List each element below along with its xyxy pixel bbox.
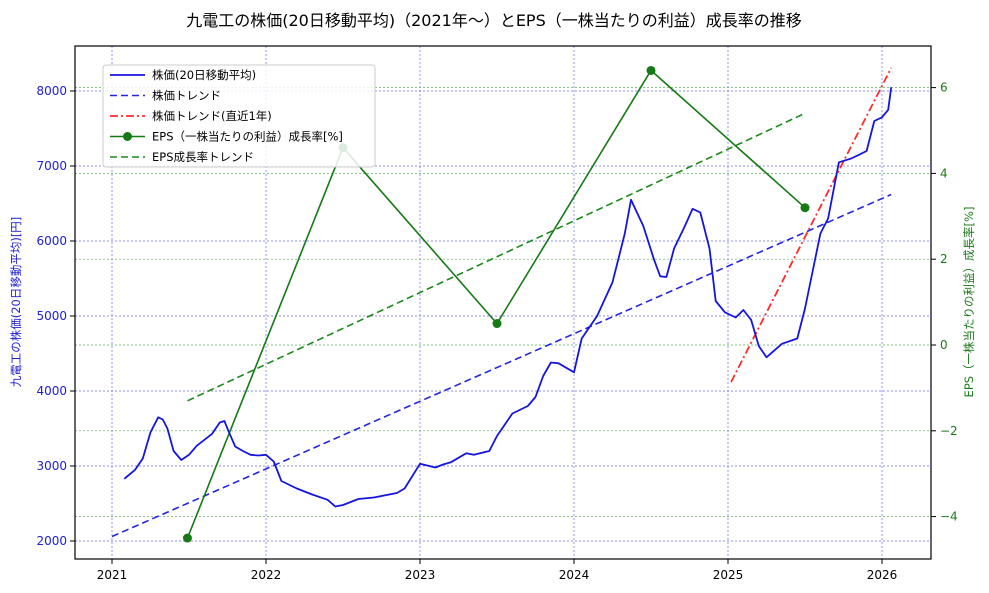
x-tick-label: 2024 <box>559 568 590 582</box>
legend-label: 株価トレンド <box>152 89 221 103</box>
y-axis-right-label: EPS（一株当たりの利益）成長率[%] <box>962 207 976 398</box>
x-tick-label: 2025 <box>713 568 744 582</box>
y-left-tick-label: 6000 <box>36 234 67 248</box>
y-left-tick-label: 4000 <box>36 384 67 398</box>
x-tick-label: 2022 <box>251 568 282 582</box>
plot-frame <box>74 45 932 560</box>
x-tick-label: 2026 <box>867 568 898 582</box>
series-layer <box>111 65 893 543</box>
legend-label: EPS（一株当たりの利益）成長率[%] <box>152 130 343 144</box>
series-line <box>123 87 893 508</box>
y-right-tick-label: 2 <box>940 252 948 266</box>
x-tick-label: 2023 <box>405 568 436 582</box>
legend-marker <box>123 132 132 141</box>
y-right-tick-label: 4 <box>940 166 948 180</box>
y-left-tick-label: 5000 <box>36 309 67 323</box>
chart-title: 九電工の株価(20日移動平均)（2021年〜）とEPS（一株当たりの利益）成長率… <box>186 11 801 30</box>
eps-marker <box>182 533 192 543</box>
series-line <box>111 193 892 538</box>
y-axis-left-label: 九電工の株価(20日移動平均)[円] <box>9 217 23 388</box>
y-axis-right: −4 −2 0 2 4 6 <box>931 81 958 524</box>
y-right-tick-label: 6 <box>940 81 948 95</box>
legend-box <box>102 64 376 168</box>
y-left-tick-label: 8000 <box>36 84 67 98</box>
x-tick-label: 2021 <box>97 568 128 582</box>
eps-marker <box>646 65 656 75</box>
y-right-tick-label: −4 <box>940 510 958 524</box>
series-line <box>187 112 806 402</box>
y-right-tick-label: −2 <box>940 424 958 438</box>
eps-marker <box>800 203 810 213</box>
y-right-tick-label: 0 <box>940 338 948 352</box>
legend-label: 株価(20日移動平均) <box>152 68 256 82</box>
y-left-tick-label: 3000 <box>36 459 67 473</box>
legend-label: EPS成長率トレンド <box>152 150 254 164</box>
x-axis: 2021 2022 2023 2024 2025 2026 <box>97 559 898 582</box>
y-left-tick-label: 2000 <box>36 534 67 548</box>
eps-marker <box>492 319 502 329</box>
legend-label: 株価トレンド(直近1年) <box>152 109 272 123</box>
series-line <box>730 67 893 383</box>
y-left-tick-label: 7000 <box>36 159 67 173</box>
y-axis-left: 2000 3000 4000 5000 6000 7000 8000 <box>36 84 75 548</box>
